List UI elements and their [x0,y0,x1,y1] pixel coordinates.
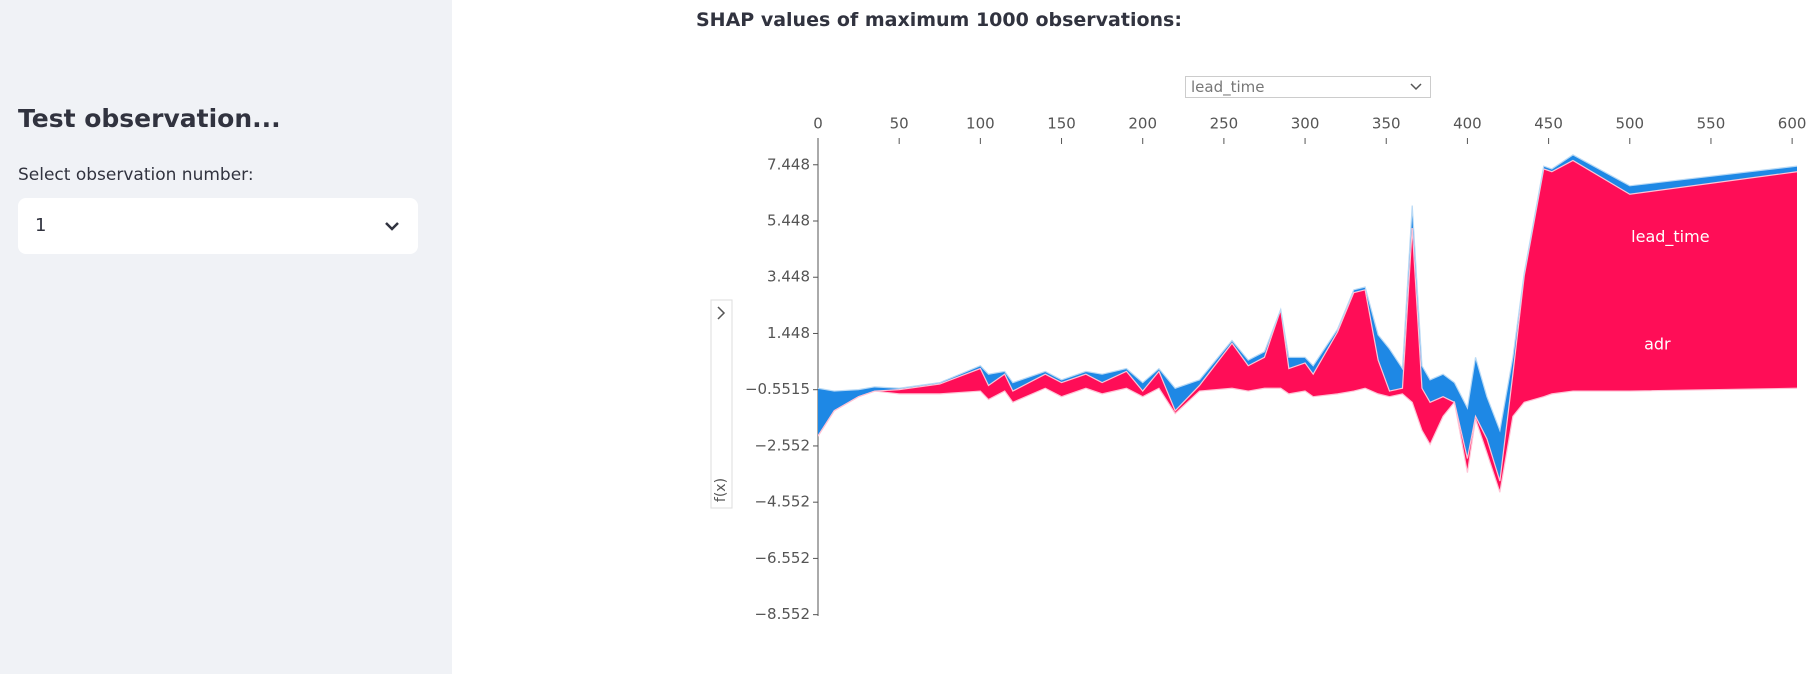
y-tick-label: 5.448 [767,212,810,230]
y-tick-label: −0.5515 [745,380,810,398]
y-axis-label: f(x) [713,478,729,502]
y-tick-label: −4.552 [754,493,810,511]
x-tick-label: 50 [890,115,909,133]
main-title: SHAP values of maximum 1000 observations… [696,9,1182,31]
x-tick-label: 250 [1210,115,1239,133]
y-tick-label: −6.552 [754,549,810,567]
y-tick-label: 3.448 [767,268,810,286]
select-value: 1 [35,215,47,236]
area-band [818,160,1797,493]
x-tick-label: 0 [813,115,823,133]
ylabel-toggle[interactable]: f(x) [710,299,733,509]
x-feature-select[interactable]: lead_time [1185,76,1431,98]
sidebar-title: Test observation... [18,104,281,133]
plot-area [818,154,1797,493]
x-tick-label: 600 [1778,115,1807,133]
series-edge [818,159,1797,482]
x-tick-label: 300 [1291,115,1320,133]
x-tick-label: 400 [1453,115,1482,133]
annotation: adr [1644,335,1671,354]
sidebar: Test observation... Select observation n… [0,0,452,674]
chevron-icon [1410,83,1422,91]
annotation: lead_time [1631,227,1709,247]
y-tick-label: 7.448 [767,155,810,173]
x-tick-label: 500 [1615,115,1644,133]
series-edge [818,154,1797,433]
x-tick-label: 100 [966,115,995,133]
y-tick-label: −8.552 [754,605,810,623]
x-tick-label: 200 [1128,115,1157,133]
x-tick-label: 450 [1534,115,1563,133]
x-tick-label: 550 [1697,115,1726,133]
y-tick-label: 1.448 [767,324,810,342]
chevron-icon [385,222,399,231]
select-label: Select observation number: [18,165,254,185]
series-edge [818,387,1797,493]
x-tick-label: 150 [1047,115,1076,133]
y-tick-label: −2.552 [754,436,810,454]
observation-select[interactable]: 1 [18,198,418,254]
x-feature-value: lead_time [1191,78,1265,96]
x-tick-label: 350 [1372,115,1401,133]
